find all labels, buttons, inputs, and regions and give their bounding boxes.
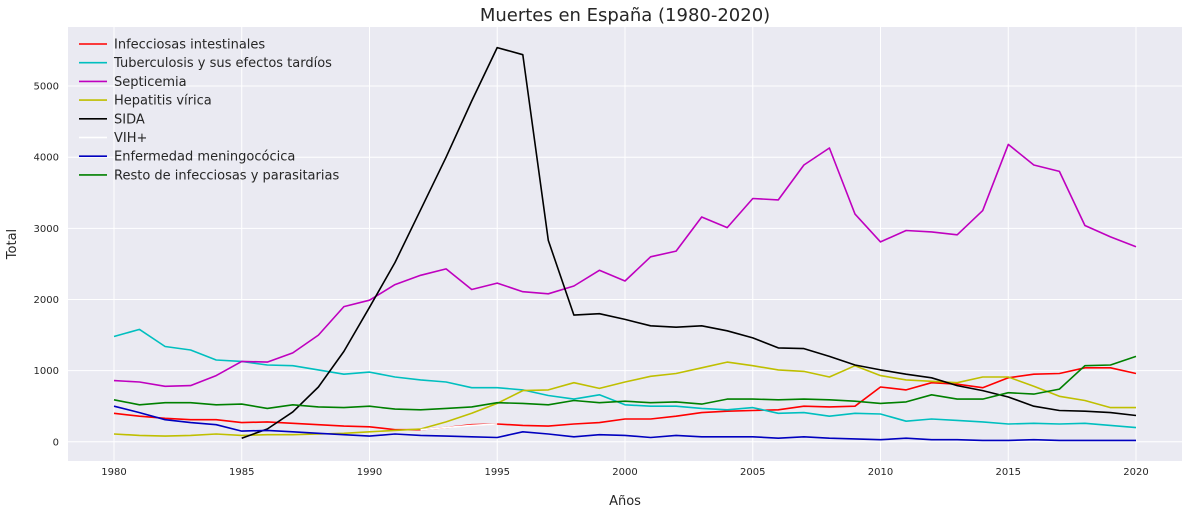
chart-title: Muertes en España (1980-2020) bbox=[480, 5, 770, 26]
legend-label: Hepatitis vírica bbox=[114, 94, 212, 109]
y-tick-label: 3000 bbox=[34, 224, 59, 235]
legend: Infecciosas intestinales Tuberculosis y s… bbox=[79, 38, 339, 183]
legend-label: Enfermedad meningocócica bbox=[114, 150, 295, 165]
legend-label: Tuberculosis y sus efectos tardíos bbox=[113, 56, 332, 71]
x-tick-label: 1980 bbox=[101, 467, 126, 478]
legend-label: VIH+ bbox=[114, 131, 147, 146]
series-line-7 bbox=[113, 355, 1137, 411]
x-tick-label: 2015 bbox=[996, 467, 1021, 478]
legend-label: Resto de infecciosas y parasitarias bbox=[114, 168, 339, 183]
series-line-0 bbox=[113, 367, 1137, 431]
series-line-6 bbox=[113, 405, 1136, 442]
series-line-5 bbox=[420, 423, 498, 431]
grid-lines bbox=[68, 27, 1182, 461]
y-tick-label: 1000 bbox=[34, 366, 59, 377]
y-tick-label: 4000 bbox=[34, 153, 59, 164]
x-tick-label: 2010 bbox=[868, 467, 893, 478]
x-tick-label: 1995 bbox=[485, 467, 510, 478]
x-tick-label: 2005 bbox=[740, 467, 765, 478]
y-tick-label: 0 bbox=[53, 437, 59, 448]
series-line-2 bbox=[113, 143, 1137, 388]
x-tick-label: 2000 bbox=[612, 467, 637, 478]
x-axis-label: Años bbox=[609, 494, 641, 509]
y-axis-label: Total bbox=[5, 229, 20, 260]
legend-label: Septicemia bbox=[114, 75, 187, 90]
series-line-1 bbox=[113, 328, 1137, 429]
legend-label: SIDA bbox=[114, 112, 145, 127]
series-line-3 bbox=[113, 361, 1136, 437]
legend-label: Infecciosas intestinales bbox=[114, 38, 265, 53]
y-tick-label: 2000 bbox=[34, 295, 59, 306]
axis-ticks: 1980 1985 1990 1995 2000 2005 2010 2015 2020 0 100… bbox=[34, 82, 1149, 478]
x-tick-label: 2020 bbox=[1123, 467, 1148, 478]
x-tick-label: 1985 bbox=[229, 467, 254, 478]
x-tick-label: 1990 bbox=[357, 467, 382, 478]
series-lines bbox=[113, 46, 1137, 442]
y-tick-label: 5000 bbox=[34, 82, 59, 93]
series-line-4 bbox=[241, 46, 1137, 439]
